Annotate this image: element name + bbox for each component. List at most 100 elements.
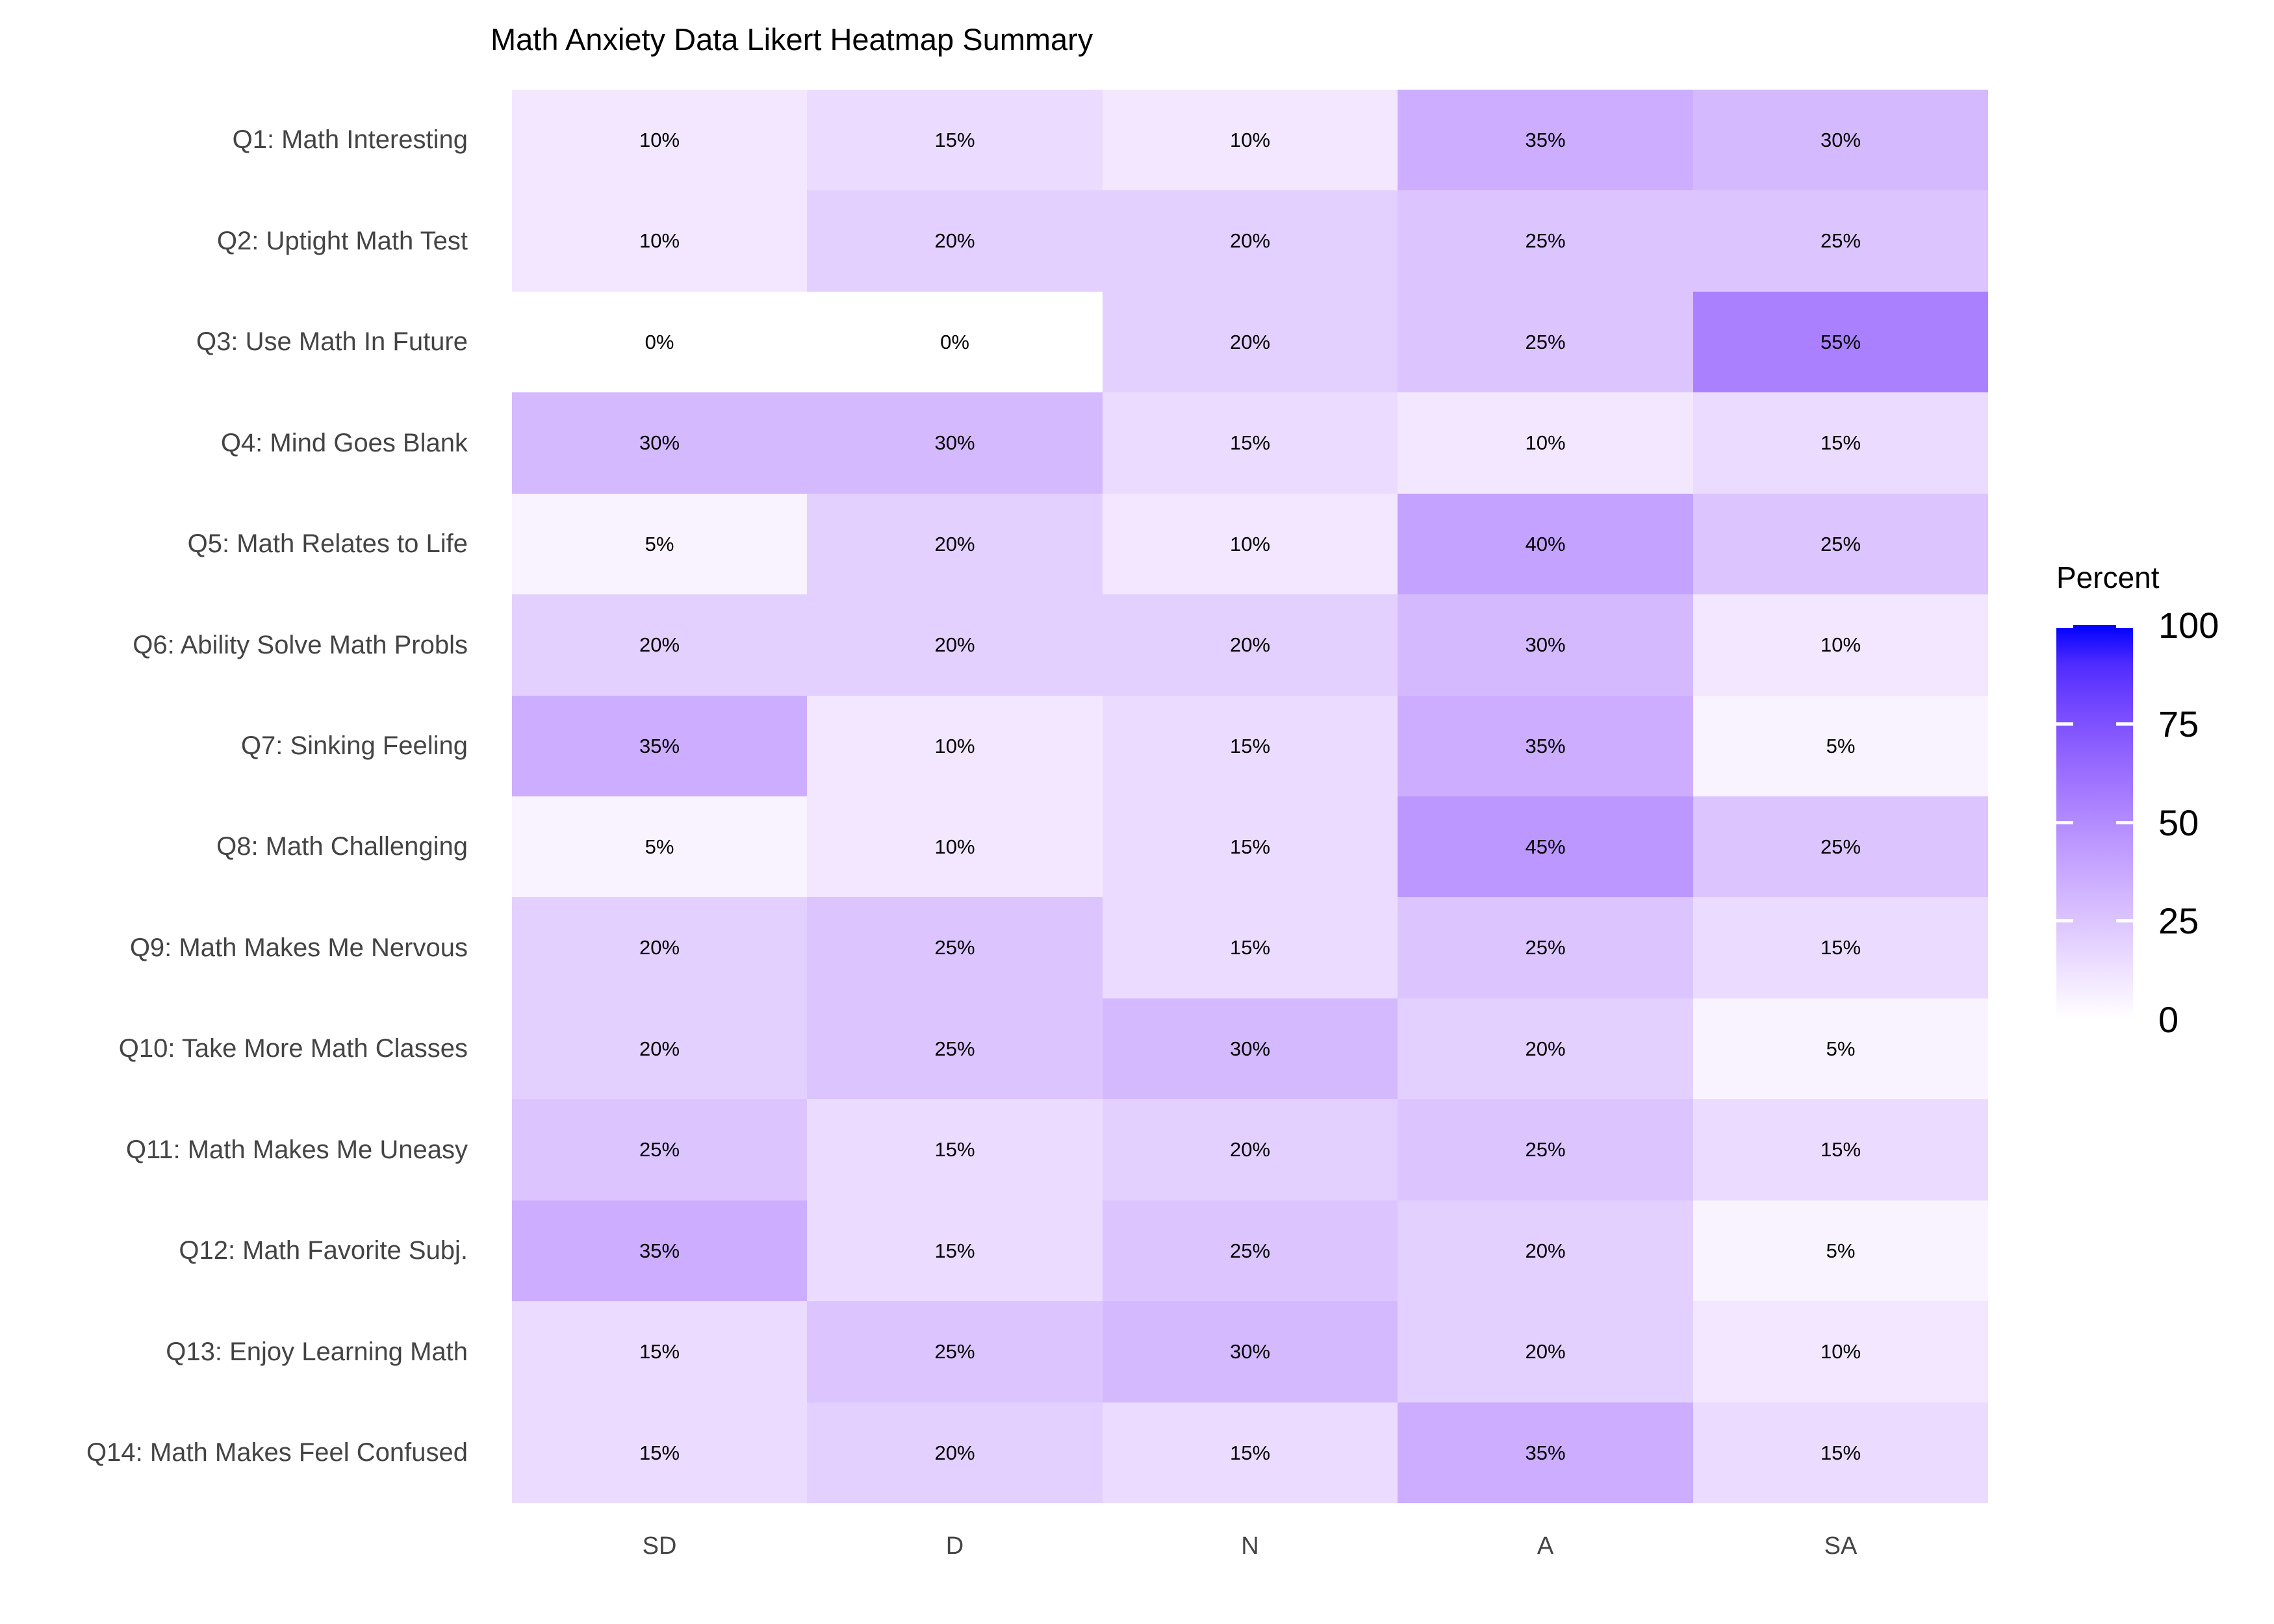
heatmap-cell: 5% — [512, 796, 807, 897]
heatmap-cell: 10% — [1398, 392, 1693, 494]
cell-value-label: 20% — [1525, 1340, 1566, 1363]
heatmap-cell: 0% — [807, 292, 1103, 392]
heatmap-cell: 25% — [1693, 190, 1988, 292]
heatmap-cell: 15% — [807, 1200, 1103, 1301]
legend-tick-mark — [2116, 625, 2133, 628]
cell-value-label: 15% — [934, 1239, 975, 1262]
heatmap-cell: 15% — [1693, 1099, 1988, 1200]
cell-value-label: 25% — [934, 936, 975, 959]
legend-title: Percent — [2056, 561, 2160, 594]
legend-tick-mark — [2056, 722, 2073, 726]
cell-value-label: 5% — [1826, 1037, 1856, 1060]
cell-value-label: 10% — [1229, 532, 1271, 555]
cell-value-label: 20% — [1525, 1037, 1566, 1060]
y-axis-label: Q1: Math Interesting — [232, 125, 468, 154]
legend-tick-label: 25 — [2158, 900, 2199, 941]
cell-value-label: 20% — [934, 633, 975, 656]
heatmap-cell: 15% — [1103, 796, 1398, 897]
cell-value-label: 20% — [639, 1037, 680, 1060]
cell-value-label: 40% — [1525, 532, 1566, 555]
cell-value-label: 25% — [639, 1138, 680, 1161]
heatmap-cell: 30% — [512, 392, 807, 494]
cell-value-label: 20% — [1229, 633, 1271, 656]
heatmap-cell: 25% — [807, 897, 1103, 998]
legend-tick-mark — [2116, 919, 2133, 922]
heatmap-cell: 20% — [1398, 1200, 1693, 1301]
heatmap-cell: 15% — [1103, 392, 1398, 494]
cell-value-label: 25% — [934, 1037, 975, 1060]
cell-value-label: 30% — [1820, 128, 1861, 151]
heatmap-cell: 15% — [807, 90, 1103, 190]
cell-value-label: 45% — [1525, 835, 1566, 858]
cell-value-label: 15% — [639, 1441, 680, 1464]
heatmap-cell: 15% — [1103, 1402, 1398, 1503]
cell-value-label: 25% — [934, 1340, 975, 1363]
heatmap-cell: 5% — [1693, 696, 1988, 796]
heatmap-cell: 30% — [1103, 1301, 1398, 1402]
cell-value-label: 20% — [1229, 330, 1271, 353]
heatmap-cell: 25% — [1398, 190, 1693, 292]
heatmap-cell: 20% — [1103, 594, 1398, 696]
cell-value-label: 20% — [639, 936, 680, 959]
heatmap-cell: 35% — [1398, 90, 1693, 190]
heatmap-cell: 10% — [1103, 90, 1398, 190]
legend-tick-label: 50 — [2158, 802, 2199, 843]
heatmap-cell: 25% — [1398, 292, 1693, 392]
heatmap-cell: 25% — [1693, 796, 1988, 897]
heatmap-cell: 20% — [1103, 190, 1398, 292]
cell-value-label: 5% — [645, 532, 674, 555]
heatmap-cell: 20% — [512, 998, 807, 1099]
cell-value-label: 5% — [1826, 734, 1856, 757]
y-axis-label: Q9: Math Makes Me Nervous — [129, 933, 468, 962]
heatmap-cell: 35% — [1398, 1402, 1693, 1503]
cell-value-label: 10% — [639, 229, 680, 252]
legend-tick-mark — [2116, 722, 2133, 726]
heatmap-cell: 55% — [1693, 292, 1988, 392]
cell-value-label: 15% — [1820, 1138, 1861, 1161]
legend-tick-label: 0 — [2158, 998, 2179, 1040]
cell-value-label: 15% — [639, 1340, 680, 1363]
heatmap-cell: 25% — [512, 1099, 807, 1200]
heatmap-cell: 35% — [512, 696, 807, 796]
cell-value-label: 20% — [934, 1441, 975, 1464]
heatmap-cell: 30% — [807, 392, 1103, 494]
y-axis-label: Q5: Math Relates to Life — [187, 529, 468, 558]
heatmap-cell: 15% — [512, 1402, 807, 1503]
legend-tick-mark — [2056, 821, 2073, 824]
cell-value-label: 15% — [934, 1138, 975, 1161]
legend-tick-mark — [2056, 625, 2073, 628]
y-axis-label: Q12: Math Favorite Subj. — [179, 1236, 468, 1265]
cell-value-label: 35% — [1525, 1441, 1566, 1464]
heatmap-cell: 10% — [512, 90, 807, 190]
legend-tick-label: 75 — [2158, 703, 2199, 744]
y-axis-label: Q2: Uptight Math Test — [216, 226, 468, 255]
heatmap-cell: 25% — [807, 998, 1103, 1099]
cell-value-label: 20% — [1229, 1138, 1271, 1161]
heatmap-cell: 20% — [1398, 1301, 1693, 1402]
cell-value-label: 10% — [639, 128, 680, 151]
heatmap-cell: 15% — [1103, 696, 1398, 796]
x-axis-label: N — [1241, 1532, 1259, 1560]
legend-tick-mark — [2056, 919, 2073, 922]
heatmap-cell: 5% — [1693, 998, 1988, 1099]
heatmap-cell: 10% — [807, 796, 1103, 897]
cell-value-label: 10% — [934, 835, 975, 858]
cell-value-label: 15% — [1229, 936, 1271, 959]
cell-value-label: 10% — [934, 734, 975, 757]
cell-value-label: 15% — [1820, 936, 1861, 959]
cell-value-label: 35% — [1525, 734, 1566, 757]
cell-value-label: 35% — [639, 734, 680, 757]
cell-value-label: 10% — [1525, 431, 1566, 454]
cell-value-label: 15% — [1229, 1441, 1271, 1464]
y-axis-label: Q4: Mind Goes Blank — [220, 428, 468, 457]
heatmap-cell: 5% — [1693, 1200, 1988, 1301]
cell-value-label: 20% — [1525, 1239, 1566, 1262]
heatmap-cell: 30% — [1693, 90, 1988, 190]
cell-value-label: 25% — [1525, 1138, 1566, 1161]
cell-value-label: 20% — [1229, 229, 1271, 252]
cell-value-label: 0% — [645, 330, 674, 353]
heatmap-cell: 30% — [1103, 998, 1398, 1099]
cell-value-label: 25% — [1525, 330, 1566, 353]
y-axis-label: Q11: Math Makes Me Uneasy — [125, 1135, 468, 1164]
